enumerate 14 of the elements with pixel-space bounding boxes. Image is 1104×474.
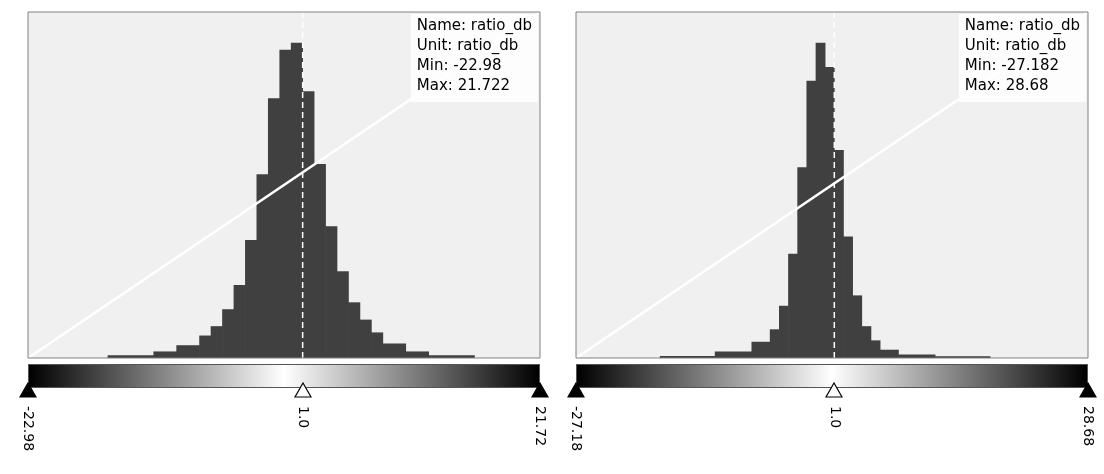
annotation: Name: ratio_db: [416, 16, 532, 36]
annotation: Name: ratio_db: [964, 16, 1080, 36]
annotation: Unit: ratio_db: [416, 36, 519, 56]
annotation: Max: 28.68: [964, 76, 1049, 95]
x-tick-label: 28.68: [1081, 406, 1098, 447]
annotation: Unit: ratio_db: [964, 36, 1067, 56]
annotation: Min: -27.182: [964, 56, 1060, 75]
x-tick-label: 21.72: [533, 406, 550, 447]
annotation: Max: 21.722: [416, 76, 511, 95]
x-tick-label: -22.98: [21, 406, 38, 452]
x-tick-label: 1.0: [296, 406, 313, 429]
x-tick-label: -27.18: [569, 406, 586, 452]
annotation: Min: -22.98: [416, 56, 502, 75]
x-tick-label: 1.0: [827, 406, 844, 429]
